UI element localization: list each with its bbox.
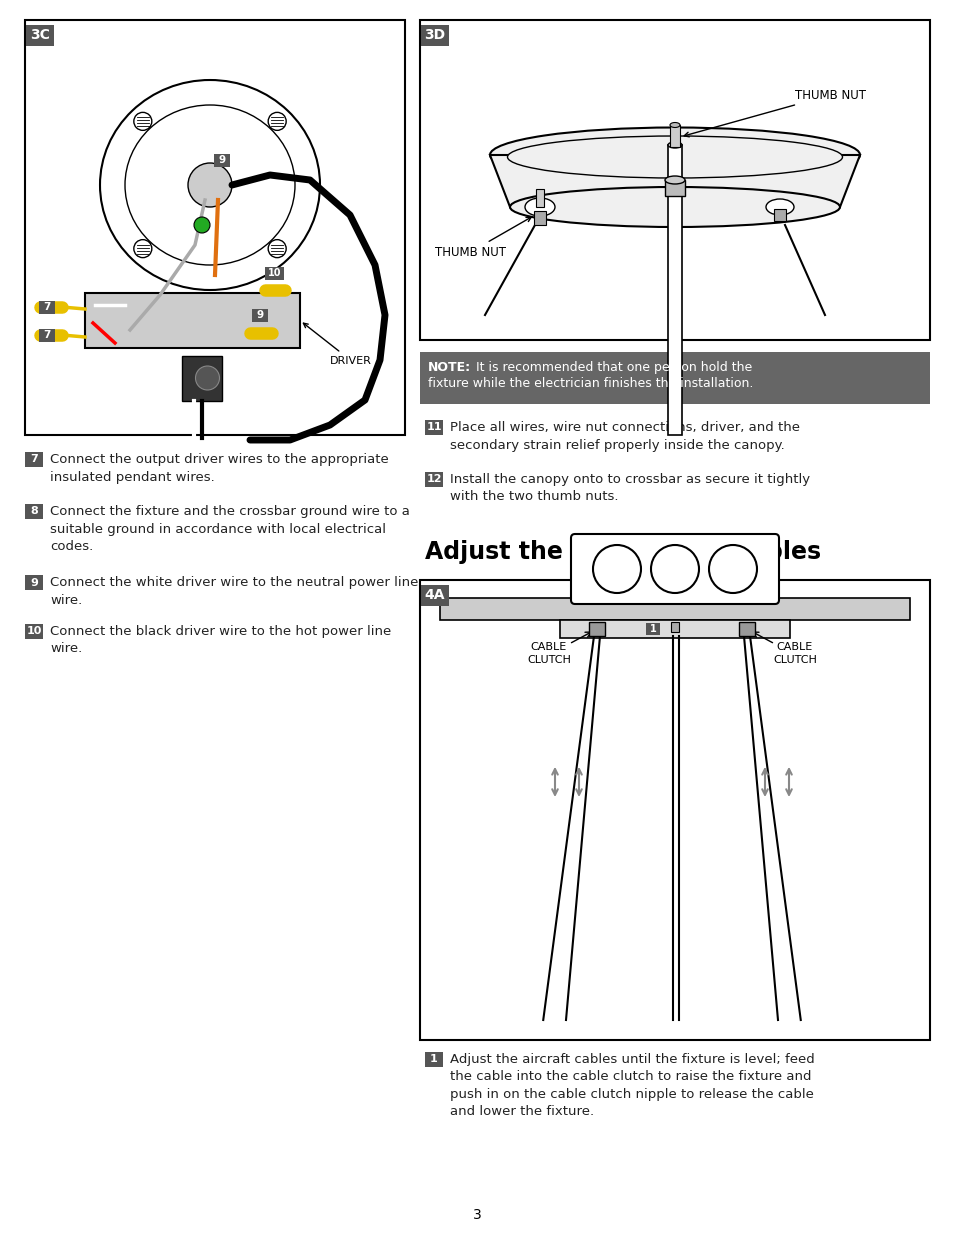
Text: It is recommended that one person hold the: It is recommended that one person hold t… — [472, 361, 752, 374]
Text: Connect the fixture and the crossbar ground wire to a
suitable ground in accorda: Connect the fixture and the crossbar gro… — [50, 505, 410, 553]
Circle shape — [268, 240, 286, 258]
Bar — [182, 356, 222, 401]
Bar — [419, 580, 929, 1040]
Text: 12: 12 — [426, 474, 441, 484]
Bar — [424, 472, 442, 487]
Text: Install the canopy onto to crossbar as secure it tightly
with the two thumb nuts: Install the canopy onto to crossbar as s… — [450, 473, 809, 504]
Text: 1: 1 — [649, 624, 656, 634]
Text: 10: 10 — [268, 268, 281, 278]
Text: CABLE
CLUTCH: CABLE CLUTCH — [772, 642, 816, 666]
Ellipse shape — [524, 198, 555, 216]
Text: 9: 9 — [218, 156, 225, 165]
Bar — [39, 329, 55, 342]
Text: NOTE:: NOTE: — [428, 361, 471, 374]
Bar — [25, 20, 405, 435]
Text: 8: 8 — [30, 506, 38, 516]
Bar — [420, 584, 449, 605]
Bar — [424, 1052, 442, 1067]
Text: Connect the black driver wire to the hot power line
wire.: Connect the black driver wire to the hot… — [50, 625, 391, 656]
Circle shape — [708, 545, 757, 593]
Bar — [739, 622, 754, 636]
Circle shape — [593, 545, 640, 593]
Ellipse shape — [510, 186, 840, 227]
Text: Connect the white driver wire to the neutral power line
wire.: Connect the white driver wire to the neu… — [50, 576, 418, 606]
Text: Adjust the aircraft cables until the fixture is level; feed
the cable into the c: Adjust the aircraft cables until the fix… — [450, 1053, 814, 1119]
Bar — [419, 20, 929, 340]
Bar — [536, 189, 543, 207]
Circle shape — [188, 163, 232, 207]
Ellipse shape — [765, 199, 793, 215]
Text: 9: 9 — [30, 578, 38, 588]
Text: 3C: 3C — [30, 28, 50, 42]
Text: 7: 7 — [30, 454, 38, 464]
Bar — [424, 420, 442, 435]
Ellipse shape — [664, 177, 684, 184]
Text: Connect the output driver wires to the appropriate
insulated pendant wires.: Connect the output driver wires to the a… — [50, 453, 388, 483]
Text: 7: 7 — [43, 303, 51, 312]
Text: 9: 9 — [256, 310, 263, 320]
Polygon shape — [490, 156, 859, 207]
Text: 11: 11 — [426, 422, 441, 432]
Bar — [645, 622, 659, 635]
Text: 3D: 3D — [424, 28, 445, 42]
Bar — [559, 620, 789, 638]
Text: DRIVER: DRIVER — [303, 324, 372, 366]
Text: CABLE
CLUTCH: CABLE CLUTCH — [526, 642, 570, 666]
Bar — [25, 504, 43, 519]
Text: fixture while the electrician finishes the installation.: fixture while the electrician finishes t… — [428, 377, 753, 390]
Text: Place all wires, wire nut connections, driver, and the
secondary strain relief p: Place all wires, wire nut connections, d… — [450, 421, 800, 452]
Circle shape — [268, 112, 286, 131]
Bar — [265, 267, 284, 279]
Ellipse shape — [490, 127, 859, 183]
Bar — [439, 598, 909, 620]
Text: THUMB NUT: THUMB NUT — [435, 217, 531, 258]
Ellipse shape — [667, 142, 681, 148]
Ellipse shape — [669, 122, 679, 127]
Text: THUMB NUT: THUMB NUT — [683, 89, 865, 137]
Bar — [588, 622, 604, 636]
Circle shape — [193, 217, 210, 233]
FancyBboxPatch shape — [571, 534, 779, 604]
Bar — [213, 153, 230, 167]
Text: Adjust the Suspension Cables: Adjust the Suspension Cables — [424, 540, 821, 564]
Bar — [669, 125, 679, 147]
Ellipse shape — [100, 80, 319, 290]
Ellipse shape — [125, 105, 294, 266]
Bar — [670, 622, 679, 632]
Bar — [420, 25, 449, 46]
Bar — [773, 209, 785, 221]
Text: 3: 3 — [472, 1208, 481, 1221]
Text: 4A: 4A — [424, 588, 445, 601]
Bar — [534, 211, 545, 225]
Circle shape — [133, 112, 152, 131]
Bar — [25, 452, 43, 467]
Text: 7: 7 — [43, 330, 51, 340]
Bar — [25, 576, 43, 590]
Bar — [252, 309, 268, 321]
Bar — [664, 180, 684, 196]
Circle shape — [133, 240, 152, 258]
Bar — [85, 293, 299, 348]
Bar — [25, 624, 43, 638]
Ellipse shape — [507, 136, 841, 178]
Bar — [39, 300, 55, 314]
Bar — [419, 352, 929, 404]
Text: 1: 1 — [430, 1055, 437, 1065]
Bar — [667, 144, 681, 435]
Bar — [26, 25, 54, 46]
Text: 10: 10 — [27, 626, 42, 636]
Circle shape — [650, 545, 699, 593]
Circle shape — [195, 366, 219, 390]
